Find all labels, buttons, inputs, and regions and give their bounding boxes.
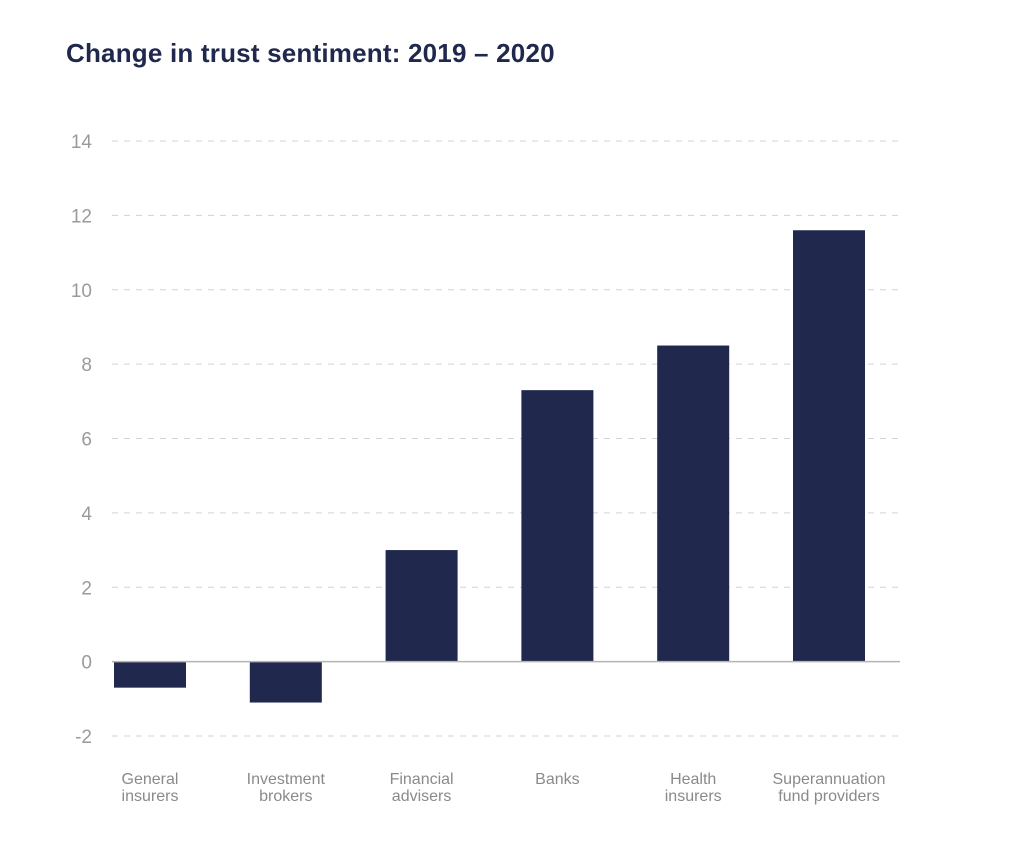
y-tick-label: 10 (71, 281, 92, 302)
chart-title: Change in trust sentiment: 2019 – 2020 (66, 38, 555, 68)
bars (114, 230, 865, 703)
category-label-line: insurers (665, 788, 722, 805)
bar-4 (657, 345, 730, 662)
bar-2 (385, 550, 458, 662)
y-tick-label: 8 (81, 355, 92, 376)
category-label-5: Superannuation fund providers (773, 771, 886, 805)
y-tick-label: 12 (71, 206, 92, 227)
category-label-line: General (122, 771, 179, 788)
category-label-line: insurers (122, 788, 179, 805)
category-label-line: fund providers (778, 788, 879, 805)
y-axis-ticks: -2 0 2 4 6 8 10 12 14 (71, 132, 93, 748)
y-tick-label: 14 (71, 132, 93, 153)
bar-1 (249, 661, 322, 703)
category-label-1: Investment brokers (247, 771, 326, 805)
category-label-line: Financial (390, 771, 454, 788)
y-tick-label: -2 (75, 727, 92, 748)
y-tick-label: 2 (81, 578, 92, 599)
y-tick-label: 0 (81, 653, 92, 674)
category-label-2: Financial advisers (390, 771, 454, 805)
category-label-line: Banks (535, 771, 579, 788)
category-label-line: Investment (247, 771, 326, 788)
category-label-line: advisers (392, 788, 452, 805)
category-label-line: brokers (259, 788, 312, 805)
category-label-4: Health insurers (665, 771, 722, 805)
bar-0 (114, 661, 186, 688)
category-label-line: Superannuation (773, 771, 886, 788)
y-tick-label: 6 (81, 430, 92, 451)
gridlines (112, 140, 900, 737)
bar-3 (521, 390, 594, 662)
category-label-0: General insurers (122, 771, 179, 805)
y-tick-label: 4 (81, 504, 92, 525)
category-label-3: Banks (535, 771, 579, 788)
bar-5 (793, 230, 865, 662)
category-label-line: Health (670, 771, 716, 788)
